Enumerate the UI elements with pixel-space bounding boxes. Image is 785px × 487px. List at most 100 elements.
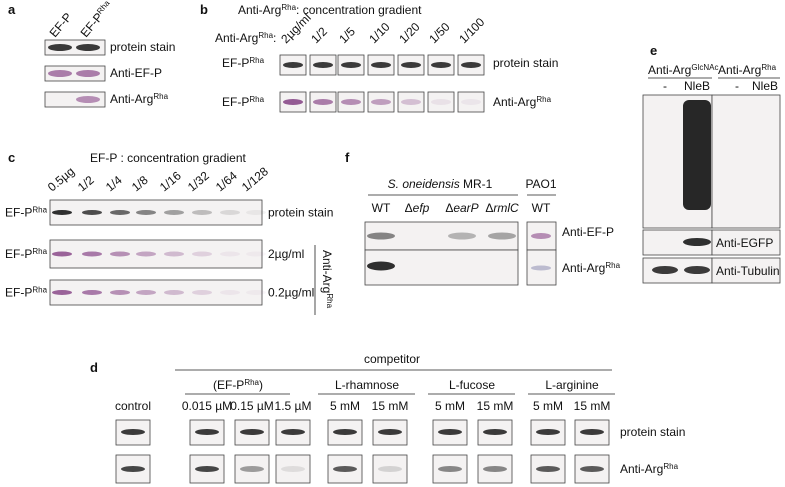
- lane-label: 15 mM: [574, 399, 611, 413]
- column-header: Anti-ArgGlcNAc: [648, 63, 718, 78]
- blot-frame: [427, 91, 455, 113]
- lane-label: 1/5: [336, 24, 358, 46]
- row-left-label: EF-PRha: [5, 247, 48, 262]
- band: [448, 232, 476, 240]
- lane-label: 15 mM: [477, 399, 514, 413]
- band: [52, 290, 72, 295]
- row-left-label-sup: Rha: [32, 285, 47, 294]
- row-label-sup: Rha: [153, 92, 168, 101]
- lane-label: NleB: [752, 79, 778, 93]
- side-label: Anti-ArgRha: [320, 250, 335, 309]
- row-label: protein stain: [268, 206, 333, 220]
- row-left-label-sup: Rha: [249, 56, 264, 65]
- row-label: 0.2µg/ml: [268, 286, 314, 300]
- band: [195, 466, 219, 472]
- band: [220, 290, 240, 295]
- band: [192, 251, 212, 257]
- panel-letter: a: [8, 2, 16, 17]
- band: [110, 210, 130, 215]
- band: [82, 210, 102, 215]
- band: [283, 99, 303, 105]
- row-left-label-base: EF-P: [222, 56, 249, 70]
- band: [76, 96, 100, 103]
- band: [341, 99, 361, 105]
- row-label: protein stain: [493, 56, 558, 70]
- blot-frame: [372, 454, 408, 484]
- band: [121, 466, 145, 472]
- band: [246, 251, 266, 257]
- row-label-sup: Rha: [663, 462, 678, 471]
- column-header: Anti-ArgRha: [718, 63, 777, 78]
- column-header-sup: GlcNAc: [691, 63, 718, 72]
- group-label-tail: MR-1: [460, 177, 493, 191]
- band: [367, 232, 395, 240]
- band: [313, 62, 333, 68]
- panel-title-tail: : concentration gradient: [296, 3, 422, 17]
- band: [438, 466, 462, 472]
- band: [461, 99, 481, 105]
- lane-label: 1/2: [308, 24, 330, 46]
- column-header-base: Anti-Arg: [648, 63, 691, 77]
- lane-label: 1/10: [366, 19, 393, 46]
- lane-label: 1/4: [103, 173, 125, 195]
- row-label: 2µg/ml: [268, 247, 304, 261]
- band: [192, 290, 212, 295]
- band: [371, 62, 391, 68]
- group-label-base: (EF-P: [213, 378, 244, 392]
- band: [531, 265, 551, 271]
- band: [192, 210, 212, 215]
- band: [283, 62, 303, 68]
- band: [684, 266, 710, 274]
- blot-frame: [44, 39, 106, 56]
- band: [371, 99, 391, 105]
- row-left-label-base: EF-P: [5, 206, 32, 220]
- band: [483, 466, 507, 472]
- group-label-sup: Rha: [244, 378, 259, 387]
- band: [136, 290, 156, 295]
- lane-label: 1/128: [239, 164, 271, 194]
- lane-label: WT: [532, 201, 551, 215]
- lane-prefix-sup: Rha: [258, 31, 273, 40]
- band: [313, 99, 333, 105]
- lane-label: EF-PRha: [77, 0, 115, 40]
- column-header-base: Anti-Arg: [718, 63, 761, 77]
- row-left-label-base: EF-P: [5, 247, 32, 261]
- band: [220, 251, 240, 257]
- band: [121, 429, 145, 435]
- band: [136, 251, 156, 257]
- band: [164, 290, 184, 295]
- band: [246, 210, 266, 215]
- row-left-label-sup: Rha: [32, 205, 47, 214]
- group-label: PAO1: [525, 177, 556, 191]
- lane-label: 1/100: [456, 15, 487, 46]
- blot-frame: [44, 91, 106, 108]
- band: [531, 233, 551, 239]
- row-label-base: Anti-Arg: [493, 95, 536, 109]
- lane-label: 1/20: [396, 19, 423, 46]
- lane-label: 0.5µg: [45, 164, 77, 194]
- lane-label: 0.15 µM: [230, 399, 274, 413]
- band: [333, 429, 357, 435]
- row-left-label-base: EF-P: [222, 95, 249, 109]
- panel-letter: c: [8, 150, 15, 165]
- smear: [683, 100, 711, 210]
- band: [401, 62, 421, 68]
- group-label: S. oneidensis MR-1: [388, 177, 493, 191]
- band: [341, 62, 361, 68]
- group-label: L-fucose: [449, 378, 495, 392]
- panel-letter: e: [650, 43, 657, 58]
- row-label: protein stain: [620, 425, 685, 439]
- row-left-label: EF-PRha: [5, 285, 48, 300]
- lane-label-base: Δ: [445, 201, 453, 215]
- row-label: Anti-ArgRha: [493, 95, 552, 110]
- band: [281, 466, 305, 472]
- group-label-italic: S. oneidensis: [388, 177, 460, 191]
- side-label-base: Anti-Arg: [320, 250, 334, 293]
- band: [431, 62, 451, 68]
- lane-label: Δefp: [405, 201, 430, 215]
- row-left-label-sup: Rha: [32, 247, 47, 256]
- row-label-base: Anti-Arg: [562, 261, 605, 275]
- lane-label: 1/16: [157, 168, 184, 194]
- row-label: Anti-Tubulin: [716, 264, 780, 278]
